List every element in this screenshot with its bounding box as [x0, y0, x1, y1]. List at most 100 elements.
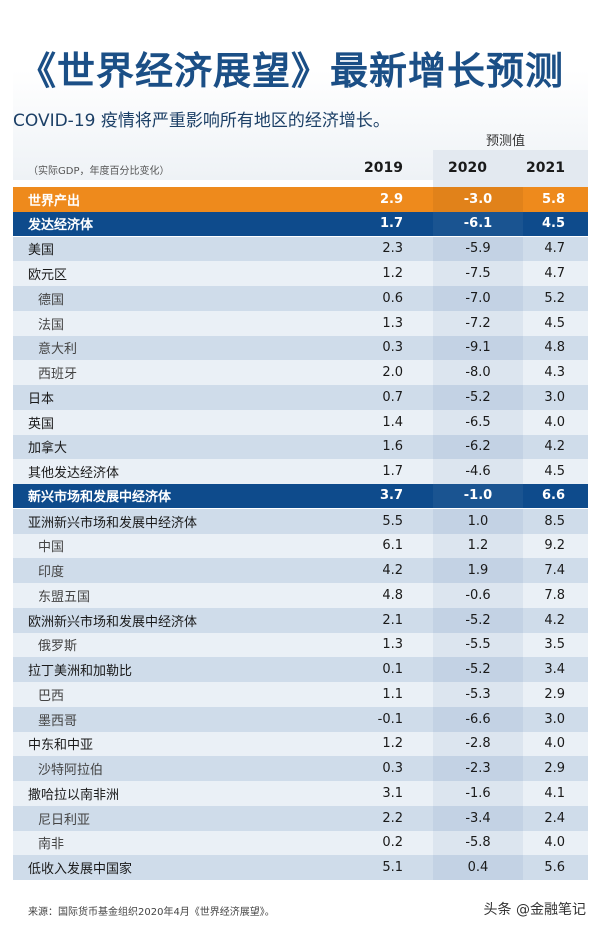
row-label: 巴西	[38, 688, 65, 704]
forecast-cell-shade	[433, 434, 523, 460]
value-2019: 1.7	[379, 216, 403, 232]
row-label: 亚洲新兴市场和发展中经济体	[28, 515, 198, 531]
row-label: 东盟五国	[38, 589, 91, 605]
value-2020: -5.8	[465, 835, 491, 851]
value-2019: 0.2	[382, 835, 403, 851]
table-row: 美国 2.3 -5.9 4.7	[13, 236, 588, 262]
table-row: 西班牙 2.0 -8.0 4.3	[13, 360, 588, 385]
row-label: 中国	[38, 540, 65, 556]
forecast-cell-shade	[433, 310, 523, 336]
value-2019: 1.6	[382, 439, 403, 455]
value-2021: 4.7	[544, 241, 565, 257]
row-label: 尼日利亚	[38, 812, 91, 828]
value-2020: -0.6	[465, 587, 491, 603]
table-row: 墨西哥 -0.1 -6.6 3.0	[13, 706, 588, 732]
column-header-2020: 2020	[448, 160, 487, 176]
row-label: 日本	[28, 391, 55, 407]
value-2019: 0.6	[382, 290, 403, 306]
value-2019: 3.7	[379, 488, 403, 504]
row-label: 美国	[28, 243, 55, 259]
row-label: 撒哈拉以南非洲	[28, 787, 120, 803]
value-2021: 4.1	[544, 785, 565, 801]
table-row: 俄罗斯 1.3 -5.5 3.5	[13, 632, 588, 658]
row-label: 印度	[38, 565, 65, 581]
value-2019: 1.3	[382, 637, 403, 653]
value-2021: 4.5	[541, 216, 565, 232]
value-2020: -9.1	[465, 340, 491, 356]
value-2020: -3.4	[465, 810, 491, 826]
forecast-cell-shade	[433, 360, 523, 385]
value-2020: -7.5	[465, 266, 491, 282]
forecast-cell-shade	[433, 533, 523, 559]
value-2021: 5.2	[544, 290, 565, 306]
row-label: 中东和中亚	[28, 738, 94, 754]
table-row: 发达经济体 1.7 -6.1 4.5	[13, 211, 588, 237]
row-label: 德国	[38, 292, 65, 308]
row-label: 俄罗斯	[38, 639, 78, 655]
forecast-cell-shade	[433, 236, 523, 262]
value-2019: 1.2	[382, 266, 403, 282]
value-2021: 4.8	[544, 340, 565, 356]
value-2021: 7.4	[544, 563, 565, 579]
value-2020: -5.5	[465, 637, 491, 653]
table-row: 低收入发展中国家 5.1 0.4 5.6	[13, 855, 588, 880]
forecast-cell-shade	[433, 632, 523, 658]
value-2021: 4.2	[544, 439, 565, 455]
value-2020: -6.6	[465, 711, 491, 727]
value-2019: 1.1	[382, 686, 403, 702]
value-2019: 6.1	[382, 538, 403, 554]
value-2020: -7.0	[465, 290, 491, 306]
value-2021: 5.6	[544, 860, 565, 876]
row-label: 发达经济体	[28, 218, 94, 234]
forecast-cell-shade	[433, 261, 523, 286]
value-2021: 3.4	[544, 662, 565, 678]
value-2020: -3.0	[463, 191, 493, 207]
forecast-cell-shade	[433, 211, 523, 236]
forecast-cell-shade	[433, 830, 523, 856]
forecast-cell-shade	[433, 731, 523, 757]
forecast-cell-shade	[433, 409, 523, 435]
value-2020: 1.0	[467, 513, 489, 529]
table-row: 英国 1.4 -6.5 4.0	[13, 409, 588, 435]
value-2019: 2.0	[382, 365, 403, 381]
value-2019: 2.1	[382, 612, 403, 628]
value-2020: -6.1	[463, 216, 493, 232]
table-row: 德国 0.6 -7.0 5.2	[13, 286, 588, 311]
value-2020: -2.3	[465, 761, 491, 777]
value-2020: 0.4	[467, 860, 489, 876]
forecast-cell-shade	[433, 558, 523, 583]
value-2021: 3.0	[544, 389, 565, 405]
row-label: 低收入发展中国家	[28, 862, 133, 878]
value-2021: 4.0	[544, 736, 565, 752]
value-2020: -5.9	[465, 241, 491, 257]
table-row: 撒哈拉以南非洲 3.1 -1.6 4.1	[13, 781, 588, 806]
value-2021: 2.9	[544, 686, 565, 702]
value-2019: 2.2	[382, 810, 403, 826]
forecast-cell-shade	[433, 286, 523, 311]
table-row: 巴西 1.1 -5.3 2.9	[13, 682, 588, 707]
row-label: 欧洲新兴市场和发展中经济体	[28, 614, 198, 630]
row-label: 墨西哥	[38, 713, 78, 729]
table-row: 拉丁美洲和加勒比 0.1 -5.2 3.4	[13, 657, 588, 682]
value-2019: 5.5	[382, 513, 403, 529]
value-2020: -5.2	[465, 662, 491, 678]
value-2021: 4.0	[544, 835, 565, 851]
table-row: 中国 6.1 1.2 9.2	[13, 533, 588, 559]
value-2020: -6.2	[465, 439, 491, 455]
page-title: 《世界经济展望》最新增长预测	[18, 49, 565, 93]
value-2020: -5.2	[465, 612, 491, 628]
value-2019: 4.8	[382, 587, 403, 603]
forecast-cell-shade	[433, 607, 523, 633]
forecast-cell-shade	[433, 706, 523, 732]
table-row: 欧元区 1.2 -7.5 4.7	[13, 261, 588, 286]
table-row: 世界产出 2.9 -3.0 5.8	[13, 187, 588, 212]
forecast-cell-shade	[433, 484, 523, 508]
column-header-2021: 2021	[526, 160, 565, 176]
table-row: 欧洲新兴市场和发展中经济体 2.1 -5.2 4.2	[13, 607, 588, 633]
value-2019: 0.3	[382, 340, 403, 356]
value-2021: 4.7	[544, 266, 565, 282]
table-row: 新兴市场和发展中经济体 3.7 -1.0 6.6	[13, 484, 588, 509]
row-label: 新兴市场和发展中经济体	[28, 490, 172, 506]
forecast-cell-shade	[433, 187, 523, 212]
table-row: 其他发达经济体 1.7 -4.6 4.5	[13, 459, 588, 484]
